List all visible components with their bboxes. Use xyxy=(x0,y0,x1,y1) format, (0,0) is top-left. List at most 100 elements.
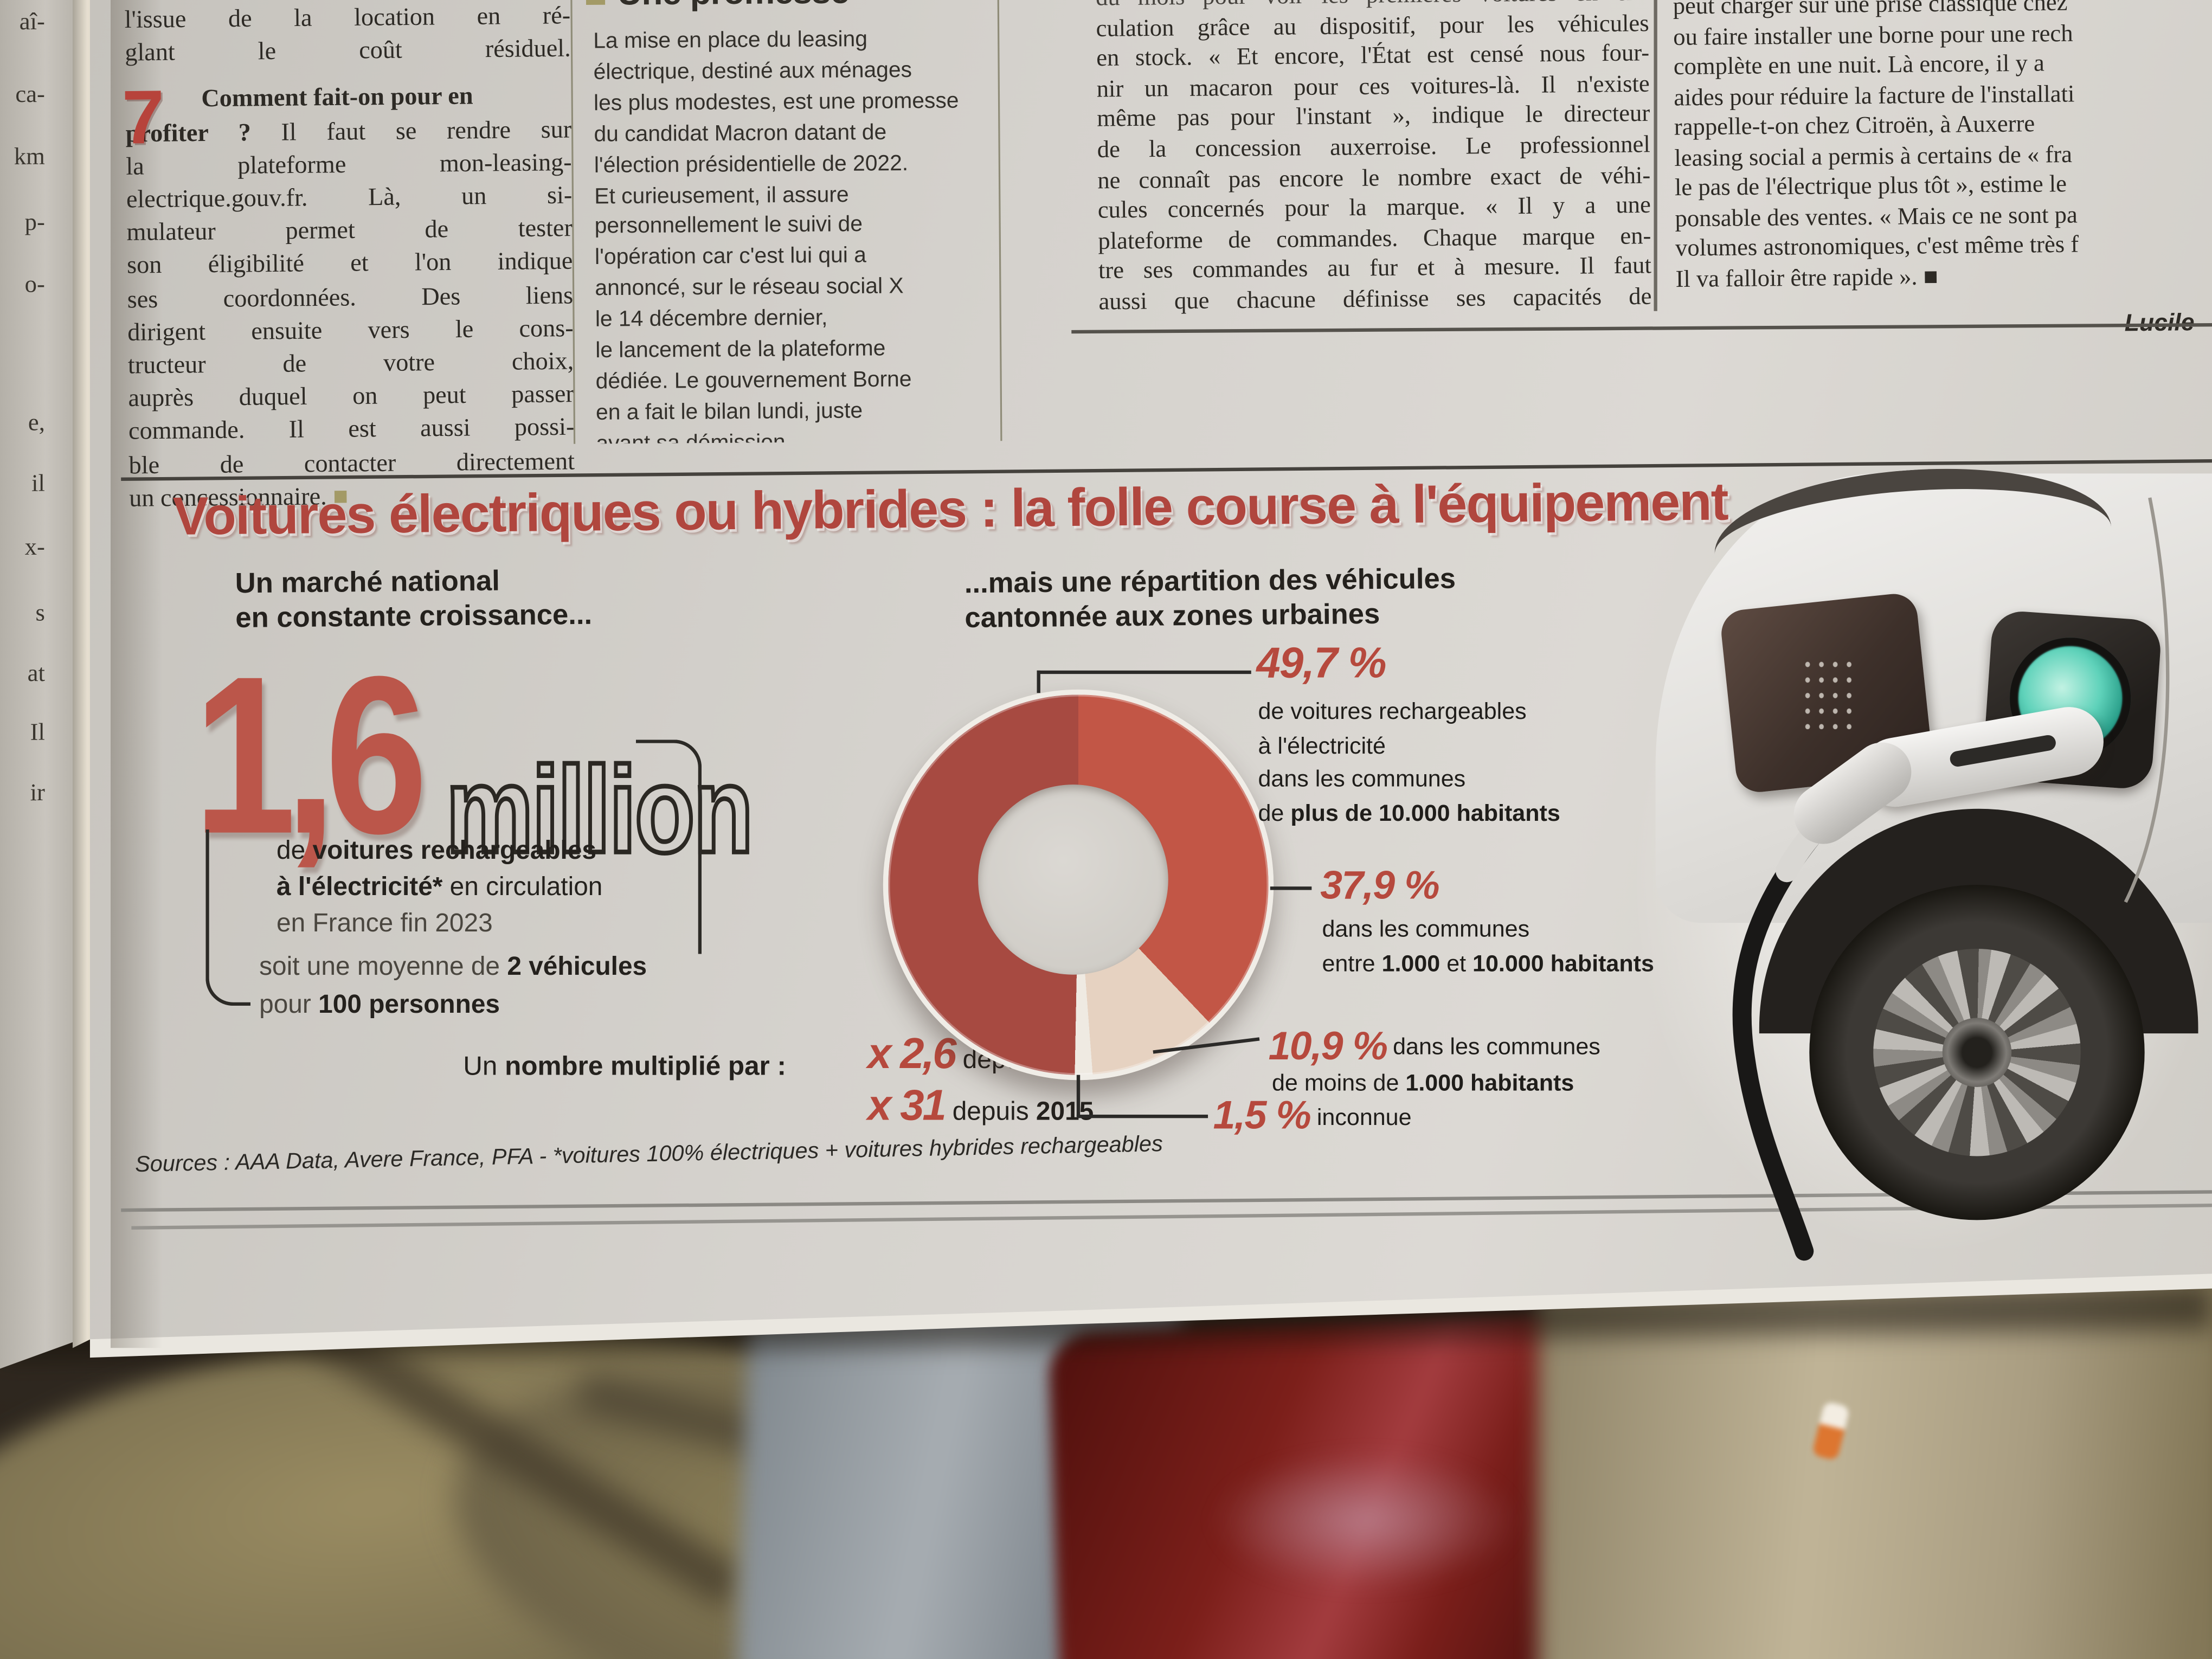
fold-shadow xyxy=(111,0,163,1348)
text-line: son éligibilité et l'on indique xyxy=(126,248,573,281)
wheel-hub xyxy=(1942,1018,2012,1087)
text-line: leasing social a permis à certains de « … xyxy=(1674,142,2073,172)
text-line: ...mais une répartition des véhicules xyxy=(964,563,1456,600)
article-middle-column: du mois pour voir les premières voitures… xyxy=(1096,0,1652,319)
stat-desc-line3: en France fin 2023 xyxy=(276,909,493,938)
text-line: auprès duquel on peut passer xyxy=(128,381,575,414)
text-fragment: il xyxy=(31,472,45,498)
box-title-row: Une promesse xyxy=(586,0,998,15)
stat-unit-outline: million xyxy=(444,742,755,879)
text-line: l'issue de la location en ré- xyxy=(124,2,571,35)
article-left-column: l'issue de la location en ré-glant le co… xyxy=(121,1,575,517)
square-bullet-icon xyxy=(586,0,606,5)
text-line: ou faire installer une borne pour une re… xyxy=(1673,21,2073,52)
text-fragment: e, xyxy=(28,411,45,438)
text-line: en a fait le bilan lundi, juste xyxy=(595,396,863,425)
multiplier-row-2: x 31 depuis 2015 xyxy=(867,1082,1094,1130)
text-fragment: ca- xyxy=(15,83,45,109)
text-line: tructeur de votre choix, xyxy=(127,348,574,381)
text-line: dirigent ensuite vers le cons- xyxy=(127,315,574,348)
label-1-5-inline: inconnue xyxy=(1316,1104,1412,1130)
text-line: ne connaît pas encore le nombre exact de… xyxy=(1097,163,1651,195)
infographic-right-heading: ...mais une répartition des véhicules can… xyxy=(964,564,1456,636)
text-fragment: x- xyxy=(24,536,45,562)
stat-desc-line2: à l'électricité* en circulation xyxy=(276,872,603,902)
left-edge-fragments: aî- ca- km p- o- e, il x- s at Il ir xyxy=(0,0,69,864)
text-line: même pas pour l'instant », indique le di… xyxy=(1097,102,1650,134)
right-bracket-line xyxy=(636,740,702,954)
text-line: avant sa démission. xyxy=(596,428,792,444)
text-line: Il va falloir être rapide ». ■ xyxy=(1675,264,1938,293)
pct-37: 37,9 % xyxy=(1320,862,1439,908)
donut-hole xyxy=(978,785,1168,975)
text-line: ponsable des ventes. « Mais ce ne sont p… xyxy=(1675,202,2078,233)
item-number: 7 xyxy=(121,76,165,162)
text-fragment: Il xyxy=(30,721,45,747)
text-line: les plus modestes, est une promesse xyxy=(593,86,959,115)
label-37: dans les communes entre 1.000 et 10.000 … xyxy=(1322,916,1654,976)
text-line: volumes astronomiques, c'est même très f xyxy=(1675,233,2079,263)
text-line: mulateur permet de tester xyxy=(126,215,573,248)
text-line: Un marché national xyxy=(235,566,500,600)
body-lines: la plateforme mon-leasing-electrique.gou… xyxy=(126,147,575,484)
intro-lines: l'issue de la location en ré-glant le co… xyxy=(125,1,571,72)
question-bold: Comment fait-on pour en xyxy=(201,83,473,114)
box-body-lines: La mise en place du leasing électrique, d… xyxy=(593,23,1000,444)
text-line: de la concession auxerroise. Le professi… xyxy=(1097,133,1651,164)
question-paragraph: 7 Comment fait-on pour en xyxy=(121,76,571,162)
text-line: annoncé, sur le réseau social X xyxy=(595,272,904,301)
text-line: le pas de l'électrique plus tôt », estim… xyxy=(1674,172,2067,202)
chair-highlight xyxy=(1210,1451,1521,1590)
column-lines: peut charger sur une prise classique che… xyxy=(1673,0,2212,295)
pct-49: 49,7 % xyxy=(1256,639,1386,688)
text-fragment: p- xyxy=(24,210,45,237)
adjacent-page-edge xyxy=(0,0,76,1369)
text-line: complète en une nuit. Là encore, il y a xyxy=(1673,52,2045,81)
pct-1-5: 1,5 % xyxy=(1213,1092,1311,1137)
text-line: personnellement le suivi de xyxy=(594,211,863,239)
column-lines: culation grâce au dispositif, pour les v… xyxy=(1096,10,1651,319)
text-line: l'opération car c'est lui qui a xyxy=(594,242,867,270)
text-line: le 14 décembre dernier, xyxy=(595,304,828,332)
text-line: culation grâce au dispositif, pour les v… xyxy=(1096,11,1649,43)
pct-10: 10,9 % xyxy=(1268,1023,1388,1068)
text-line: La mise en place du leasing xyxy=(593,25,868,54)
text-line: la plateforme mon-leasing- xyxy=(126,149,572,182)
text-line: nir un macaron pour ces voitures-là. Il … xyxy=(1096,72,1650,104)
text-line: l'élection présidentielle de 2022. xyxy=(594,149,909,177)
text-line: en stock. « Et encore, l'État est censé … xyxy=(1096,41,1650,73)
text-fragment: km xyxy=(14,145,45,171)
port-door-label-dots xyxy=(1801,657,1856,730)
connector-15 xyxy=(1076,1114,1208,1118)
text-line: le lancement de la plateforme xyxy=(595,335,886,363)
connector-49 xyxy=(1037,670,1251,674)
multiplier-label: Un nombre multiplié par : xyxy=(463,1052,787,1082)
stat-desc-line1: de voitures rechargeables xyxy=(276,836,597,866)
column-rule xyxy=(1654,0,1657,311)
text-line: aides pour réduire la facture de l'insta… xyxy=(1674,81,2075,112)
label-49: de voitures rechargeables à l'électricit… xyxy=(1258,698,1560,826)
average-line1: soit une moyenne de 2 véhicules xyxy=(259,952,647,982)
text-line: glant le coût résiduel. xyxy=(125,36,571,68)
text-fragment: at xyxy=(27,661,45,688)
text-line: commande. Il est aussi possi- xyxy=(128,414,575,447)
left-bracket-line xyxy=(205,829,251,1006)
text-line: plateforme de commandes. Chaque marque e… xyxy=(1098,224,1651,255)
text-fragment: aî- xyxy=(19,10,45,36)
label-10-inline: dans les communes xyxy=(1393,1033,1600,1059)
infographic-left-heading: Un marché national en constante croissanc… xyxy=(235,565,593,636)
text-line: cules concernés pour la marque. « Il y a… xyxy=(1097,194,1651,225)
text-line: electrique.gouv.fr. Là, un si- xyxy=(126,182,573,215)
article-right-column: peut charger sur une prise classique che… xyxy=(1673,0,2212,343)
connector-37 xyxy=(1270,886,1312,890)
connector-15-tick xyxy=(1076,1075,1080,1117)
average-line2: pour 100 personnes xyxy=(259,990,500,1020)
body-text: Il faut se rendre sur xyxy=(250,115,572,147)
text-line: Et curieusement, il assure xyxy=(594,180,849,208)
promise-sidebar-box: Une promesse La mise en place du leasing… xyxy=(570,0,1002,444)
box-title: Une promesse xyxy=(617,0,849,13)
heading-lines: Un marché national en constante croissanc… xyxy=(235,565,593,636)
text-fragment: s xyxy=(35,601,45,628)
